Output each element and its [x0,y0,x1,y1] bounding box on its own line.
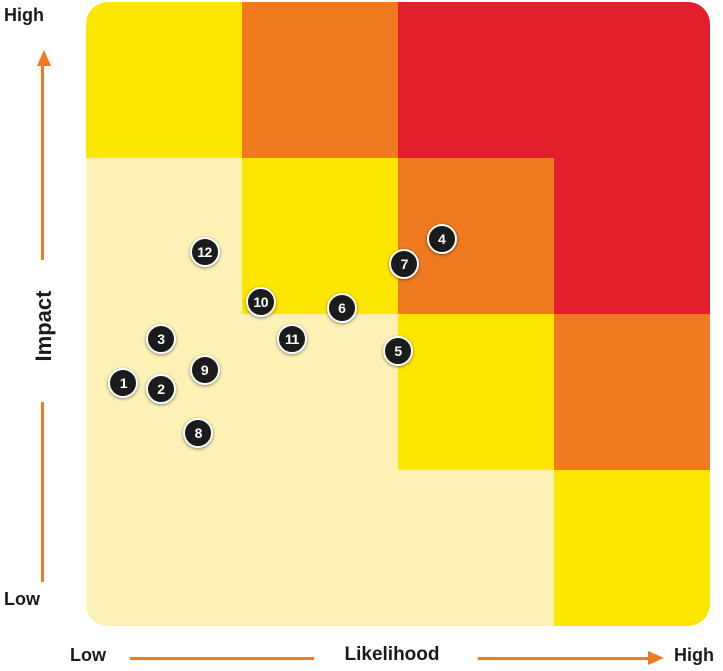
risk-marker-2[interactable]: 2 [145,373,176,404]
x-axis-title: Likelihood [344,644,440,665]
x-axis-high-label: High [674,645,714,665]
matrix-cell-r2-c3 [398,158,554,314]
matrix-cell-r4-c4 [554,470,710,626]
matrix-cell-r1-c4 [554,2,710,158]
risk-marker-9[interactable]: 9 [189,355,220,386]
x-axis-arrowhead-icon [648,651,664,665]
risk-marker-4[interactable]: 4 [426,224,457,255]
matrix-cell-r4-c2 [242,470,398,626]
y-axis-high-label: High [4,5,44,25]
risk-marker-10[interactable]: 10 [245,286,276,317]
risk-marker-8[interactable]: 8 [183,417,214,448]
y-axis-line-lower [41,402,44,582]
risk-marker-3[interactable]: 3 [145,323,176,354]
matrix-cell-r1-c1 [86,2,242,158]
x-axis-line-right [478,657,648,660]
risk-marker-7[interactable]: 7 [389,249,420,280]
y-axis-arrowhead-icon [37,50,51,66]
risk-marker-5[interactable]: 5 [383,336,413,367]
risk-marker-6[interactable]: 6 [326,292,357,323]
x-axis-line-left [130,657,314,660]
matrix-cell-r2-c4 [554,158,710,314]
matrix-cell-r4-c3 [398,470,554,626]
risk-marker-11[interactable]: 11 [276,323,307,354]
matrix-cell-r2-c1 [86,158,242,314]
y-axis-low-label: Low [4,589,40,609]
y-axis-line-upper [41,64,44,260]
risk-marker-12[interactable]: 12 [189,236,220,267]
y-axis-title: Impact [31,290,56,362]
matrix-cell-r1-c2 [242,2,398,158]
risk-marker-1[interactable]: 1 [108,367,139,398]
matrix-cell-r3-c2 [242,314,398,470]
risk-matrix: 1 2 3 4 5 6 7 8 9 10 11 12 [86,2,710,626]
matrix-cell-r3-c4 [554,314,710,470]
matrix-cell-r4-c1 [86,470,242,626]
matrix-cell-r3-c3 [398,314,554,470]
x-axis-low-label: Low [70,645,106,665]
matrix-cell-r1-c3 [398,2,554,158]
